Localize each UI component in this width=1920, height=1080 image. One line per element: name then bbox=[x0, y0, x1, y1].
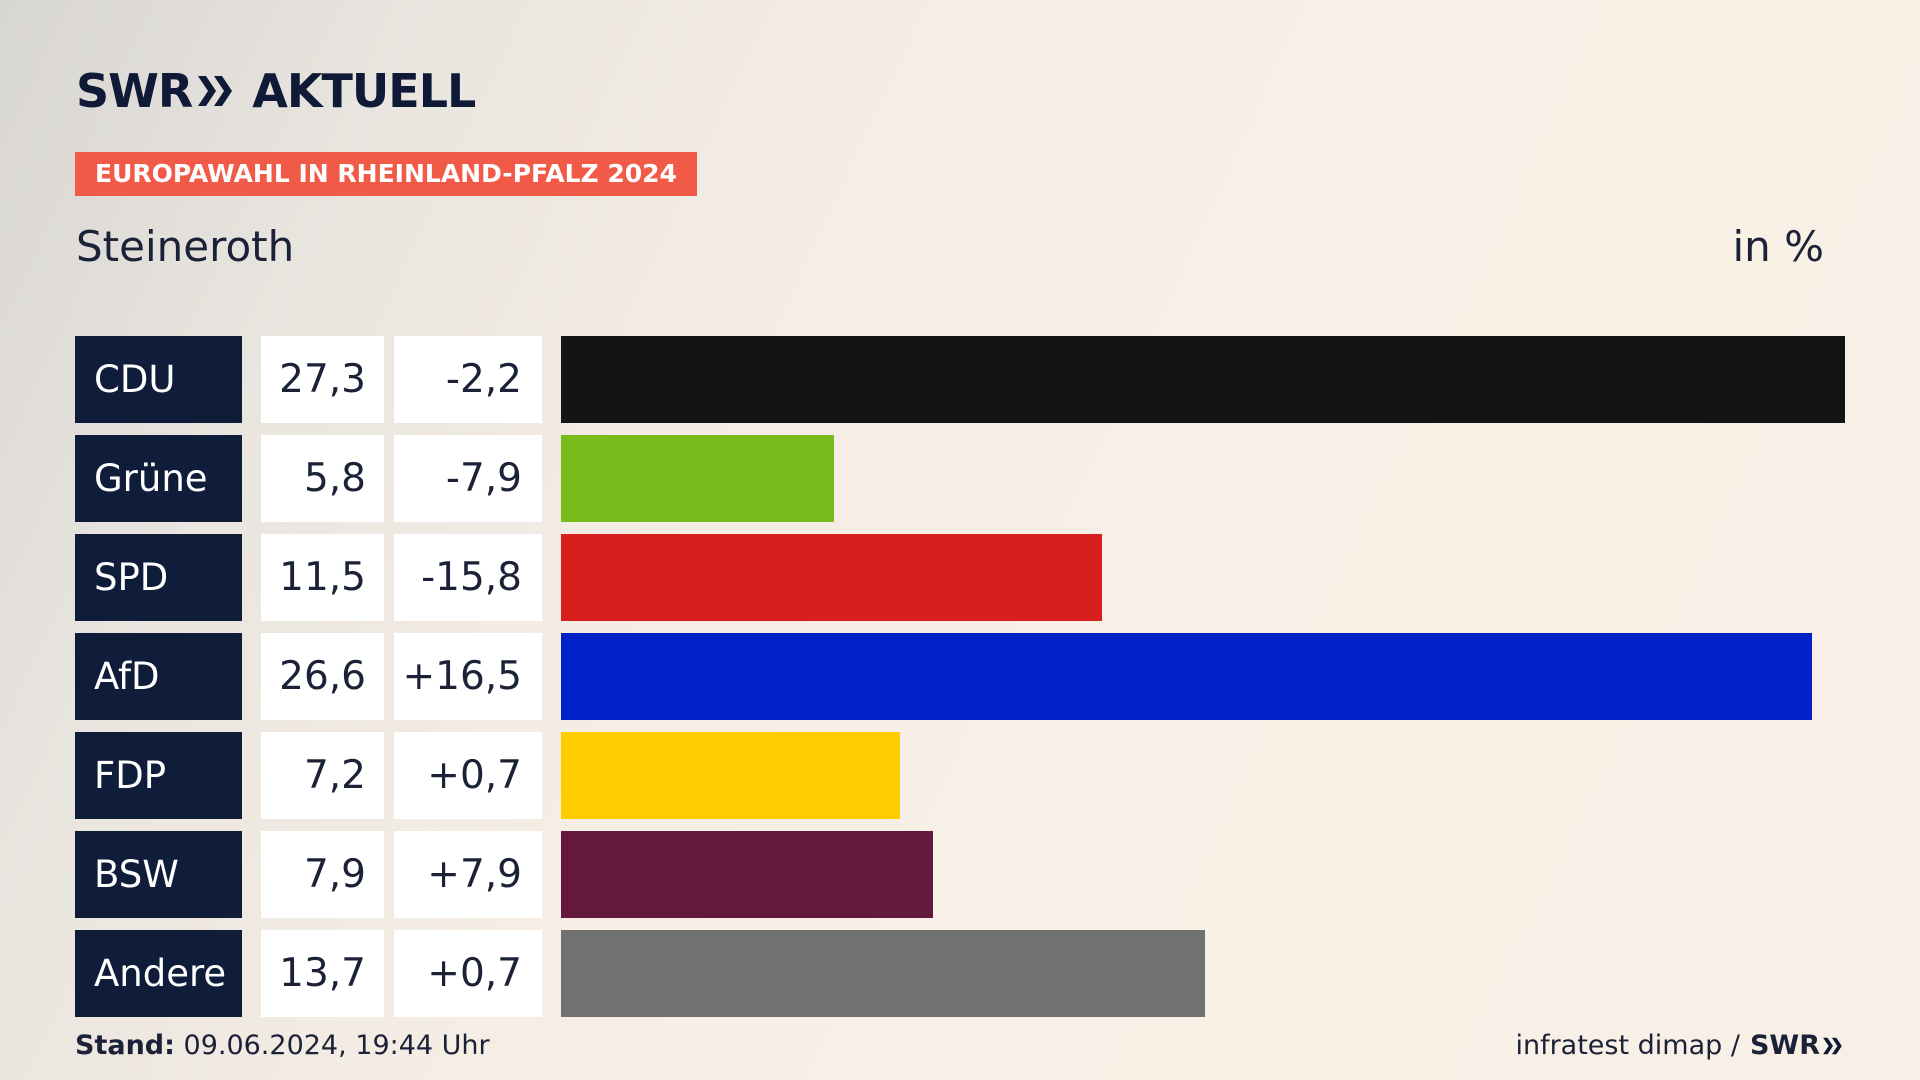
vote-share-value: 7,2 bbox=[261, 732, 384, 819]
result-row: BSW 7,9 +7,9 bbox=[75, 831, 1845, 918]
stand-label: Stand: bbox=[75, 1030, 175, 1061]
party-label: SPD bbox=[75, 534, 242, 621]
change-value: +7,9 bbox=[394, 831, 542, 918]
vote-share-value: 27,3 bbox=[261, 336, 384, 423]
place-title: Steineroth bbox=[76, 222, 295, 271]
result-row: Grüne 5,8 -7,9 bbox=[75, 435, 1845, 522]
result-row: FDP 7,2 +0,7 bbox=[75, 732, 1845, 819]
source-credit: infratest dimap / SWR bbox=[1515, 1030, 1844, 1061]
logo-swr-text: SWR bbox=[76, 64, 193, 118]
election-tag: EUROPAWAHL IN RHEINLAND-PFALZ 2024 bbox=[75, 152, 697, 196]
party-label: AfD bbox=[75, 633, 242, 720]
result-row: AfD 26,6 +16,5 bbox=[75, 633, 1845, 720]
vote-share-value: 11,5 bbox=[261, 534, 384, 621]
party-label: FDP bbox=[75, 732, 242, 819]
result-row: Andere 13,7 +0,7 bbox=[75, 930, 1845, 1017]
stand-value: 09.06.2024, 19:44 Uhr bbox=[183, 1030, 490, 1061]
result-bar bbox=[561, 534, 1102, 621]
result-bar bbox=[561, 930, 1205, 1017]
change-value: -15,8 bbox=[394, 534, 542, 621]
party-label: Grüne bbox=[75, 435, 242, 522]
swr-aktuell-logo: SWR AKTUELL bbox=[76, 64, 476, 118]
result-row: CDU 27,3 -2,2 bbox=[75, 336, 1845, 423]
result-bar bbox=[561, 633, 1812, 720]
result-bar bbox=[561, 831, 933, 918]
change-value: +0,7 bbox=[394, 930, 542, 1017]
result-bar bbox=[561, 732, 900, 819]
swr-small-logo: SWR bbox=[1750, 1030, 1844, 1061]
chevrons-icon bbox=[198, 76, 233, 106]
change-value: -2,2 bbox=[394, 336, 542, 423]
timestamp: Stand: 09.06.2024, 19:44 Uhr bbox=[75, 1030, 490, 1061]
result-bar bbox=[561, 435, 834, 522]
change-value: +16,5 bbox=[394, 633, 542, 720]
result-bar bbox=[561, 336, 1845, 423]
party-label: CDU bbox=[75, 336, 242, 423]
source-text: infratest dimap / bbox=[1515, 1030, 1740, 1061]
party-label: Andere bbox=[75, 930, 242, 1017]
chevrons-small-icon bbox=[1823, 1037, 1842, 1054]
vote-share-value: 7,9 bbox=[261, 831, 384, 918]
change-value: -7,9 bbox=[394, 435, 542, 522]
vote-share-value: 26,6 bbox=[261, 633, 384, 720]
swr-small-text: SWR bbox=[1749, 1030, 1820, 1061]
logo-aktuell-text: AKTUELL bbox=[252, 64, 476, 118]
result-row: SPD 11,5 -15,8 bbox=[75, 534, 1845, 621]
vote-share-value: 5,8 bbox=[261, 435, 384, 522]
vote-share-value: 13,7 bbox=[261, 930, 384, 1017]
change-value: +0,7 bbox=[394, 732, 542, 819]
unit-label: in % bbox=[1732, 222, 1824, 271]
party-label: BSW bbox=[75, 831, 242, 918]
